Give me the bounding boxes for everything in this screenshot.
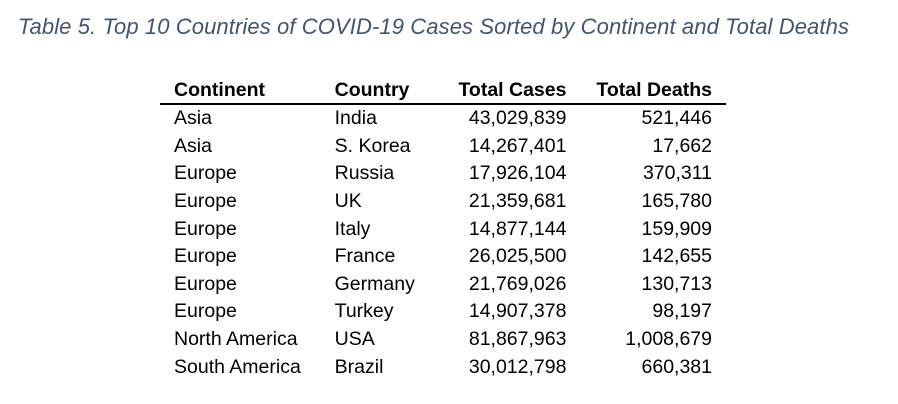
header-country: Country (334, 75, 449, 105)
table-row: North America USA 81,867,963 1,008,679 (160, 326, 726, 354)
cell-continent: Europe (174, 245, 237, 268)
cell-country: France (334, 245, 396, 268)
cell-country: India (334, 107, 377, 130)
table-row: Europe France 26,025,500 142,655 (160, 243, 726, 271)
cell-continent: Europe (174, 217, 237, 240)
cell-continent: Asia (174, 134, 212, 157)
table-header: Continent Country Total Cases Total Deat… (160, 75, 726, 105)
cell-country: S. Korea (334, 134, 411, 157)
cell-total-cases: 17,926,104 (468, 162, 567, 185)
table-row: Europe Russia 17,926,104 370,311 (160, 160, 726, 188)
table-row: Europe Germany 21,769,026 130,713 (160, 271, 726, 299)
cell-total-deaths: 142,655 (641, 245, 713, 268)
table-caption: Table 5. Top 10 Countries of COVID-19 Ca… (18, 14, 850, 39)
cell-total-deaths: 660,381 (641, 355, 713, 378)
cell-continent: Europe (174, 300, 237, 323)
cell-continent: Europe (174, 272, 237, 295)
cell-continent: Asia (174, 107, 212, 130)
cell-continent: South America (174, 355, 301, 378)
cell-total-deaths: 159,909 (641, 217, 713, 240)
cell-continent: North America (174, 328, 298, 351)
cell-total-deaths: 17,662 (652, 134, 712, 157)
cell-country: USA (334, 328, 375, 351)
cell-total-deaths: 98,197 (652, 300, 712, 323)
table-row: Europe Italy 14,877,144 159,909 (160, 215, 726, 243)
cell-total-cases: 14,877,144 (468, 217, 567, 240)
table-row: South America Brazil 30,012,798 660,381 (160, 353, 726, 381)
cell-total-cases: 21,359,681 (468, 190, 567, 213)
table-row: Asia S. Korea 14,267,401 17,662 (160, 133, 726, 161)
cell-country: Russia (334, 162, 395, 185)
cell-total-cases: 14,907,378 (468, 300, 567, 323)
cell-continent: Europe (174, 190, 237, 213)
cell-total-cases: 30,012,798 (468, 355, 567, 378)
cell-total-deaths: 521,446 (641, 107, 713, 130)
table-row: Europe UK 21,359,681 165,780 (160, 188, 726, 216)
table-body: Asia India 43,029,839 521,446 Asia S. Ko… (160, 104, 726, 381)
cell-continent: Europe (174, 162, 237, 185)
header-continent: Continent (160, 75, 335, 105)
cell-total-cases: 81,867,963 (468, 328, 567, 351)
cell-total-deaths: 165,780 (641, 190, 713, 213)
cell-total-cases: 43,029,839 (468, 107, 567, 130)
cell-total-deaths: 130,713 (641, 272, 713, 295)
covid-cases-table: Continent Country Total Cases Total Deat… (160, 75, 726, 381)
cell-country: Brazil (334, 355, 384, 378)
cell-total-deaths: 1,008,679 (625, 328, 712, 351)
table-row: Europe Turkey 14,907,378 98,197 (160, 298, 726, 326)
cell-total-cases: 21,769,026 (468, 272, 567, 295)
cell-total-cases: 26,025,500 (468, 245, 567, 268)
cell-total-cases: 14,267,401 (468, 134, 567, 157)
header-total-cases: Total Cases (448, 75, 567, 105)
cell-country: UK (334, 190, 362, 213)
cell-total-deaths: 370,311 (642, 162, 712, 185)
cell-country: Germany (334, 272, 415, 295)
table-row: Asia India 43,029,839 521,446 (160, 104, 726, 133)
cell-country: Turkey (334, 300, 394, 323)
header-total-deaths: Total Deaths (566, 75, 726, 105)
header-row: Continent Country Total Cases Total Deat… (160, 75, 726, 105)
cell-country: Italy (334, 217, 371, 240)
